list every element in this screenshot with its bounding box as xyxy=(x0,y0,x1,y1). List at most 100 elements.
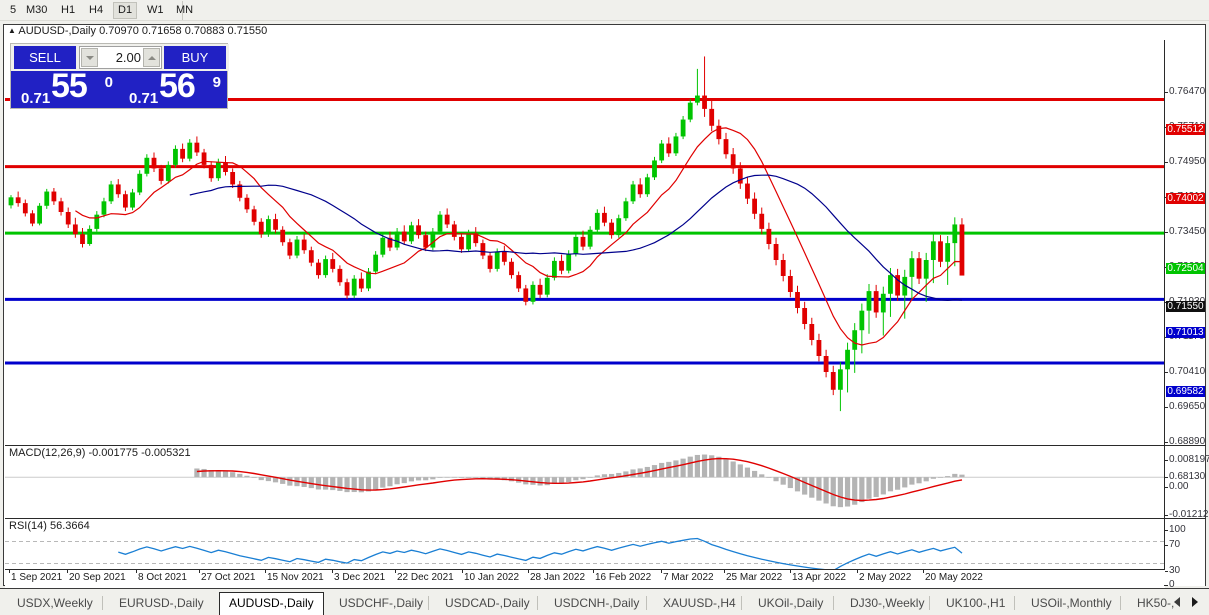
chart-window: ▲ AUDUSD-,Daily 0.70970 0.71658 0.70883 … xyxy=(3,24,1209,591)
buy-price-display[interactable]: 0.71 56 9 xyxy=(121,73,227,108)
time-tick xyxy=(136,570,137,573)
sell-price-display[interactable]: 0.71 55 0 xyxy=(13,73,119,108)
chart-tab-usoil--monthly[interactable]: USOil-,Monthly xyxy=(1031,596,1112,610)
price-level-tag[interactable]: 0.71013 xyxy=(1166,327,1205,338)
time-tick xyxy=(462,570,463,573)
chart-tab-usdchf--daily[interactable]: USDCHF-,Daily xyxy=(339,596,423,610)
macd-label: MACD(12,26,9) -0.001775 -0.005321 xyxy=(9,447,191,459)
time-tick xyxy=(790,570,791,573)
axis-tick xyxy=(1165,162,1168,163)
timeframe-h4[interactable]: H4 xyxy=(89,4,104,16)
chart-tab-usdx-weekly[interactable]: USDX,Weekly xyxy=(17,596,93,610)
chart-symbol-label: AUDUSD-,Daily xyxy=(18,25,96,37)
volume-stepper[interactable]: 2.00 xyxy=(79,46,162,69)
timeframe-w1[interactable]: W1 xyxy=(147,4,164,16)
price-scale-axis[interactable]: 0.764700.757100.749500.742100.734500.726… xyxy=(1164,40,1209,590)
chart-tab-usdcad--daily[interactable]: USDCAD-,Daily xyxy=(445,596,530,610)
axis-tick xyxy=(1165,407,1168,408)
triangle-up-icon[interactable]: ▲ xyxy=(8,26,16,35)
volume-input[interactable]: 2.00 xyxy=(115,50,141,65)
axis-tick xyxy=(1165,442,1168,443)
time-axis-label: 3 Dec 2021 xyxy=(334,572,386,583)
time-tick xyxy=(661,570,662,573)
axis-tick xyxy=(1165,232,1168,233)
time-axis-label: 22 Dec 2021 xyxy=(397,572,454,583)
axis-tick xyxy=(1165,585,1168,586)
chevron-down-icon xyxy=(86,56,94,60)
rsi-tick-label: 30 xyxy=(1169,565,1181,576)
chart-tab-bar: USDX,Weekly EURUSD-,Daily AUDUSD-,Daily USD… xyxy=(0,588,1209,615)
timeframe-m30[interactable]: M30 xyxy=(26,4,48,16)
price-tick-label: 0.70410 xyxy=(1169,366,1206,377)
time-scale-axis[interactable]: 1 Sep 2021 20 Sep 2021 8 Oct 2021 27 Oct 20… xyxy=(5,569,1165,585)
tab-separator xyxy=(646,596,647,610)
rsi-tick-label: 70 xyxy=(1169,539,1181,550)
sell-button[interactable]: SELL xyxy=(14,46,76,69)
time-tick xyxy=(923,570,924,573)
chevron-up-icon xyxy=(148,56,156,60)
time-axis-label: 7 Mar 2022 xyxy=(663,572,714,583)
rsi-tick-label: 100 xyxy=(1169,524,1186,535)
tabs-scroll-right-icon[interactable] xyxy=(1192,597,1198,607)
time-axis-label: 20 Sep 2021 xyxy=(69,572,126,583)
price-tick-label: 0.69650 xyxy=(1169,401,1206,412)
scale-divider xyxy=(1165,518,1206,519)
tabs-scroll-left-icon[interactable] xyxy=(1174,597,1180,607)
axis-tick xyxy=(1165,372,1168,373)
candlestick-plot xyxy=(5,56,1165,412)
macd-plot xyxy=(5,454,1165,508)
chart-tab-ukoil--daily[interactable]: UKOil-,Daily xyxy=(758,596,824,610)
time-tick xyxy=(199,570,200,573)
volume-increase-button[interactable] xyxy=(143,48,160,67)
time-axis-label: 27 Oct 2021 xyxy=(201,572,256,583)
time-tick xyxy=(528,570,529,573)
scale-divider xyxy=(1165,445,1206,446)
time-tick xyxy=(593,570,594,573)
price-tick-label: 0.68130 xyxy=(1169,471,1206,482)
tab-separator xyxy=(102,596,103,610)
price-level-tag[interactable]: 0.69582 xyxy=(1166,386,1205,397)
time-tick xyxy=(332,570,333,573)
tab-separator xyxy=(1014,596,1015,610)
price-level-tag[interactable]: 0.71550 xyxy=(1166,301,1205,312)
axis-tick xyxy=(1165,460,1168,461)
price-level-tag[interactable]: 0.72504 xyxy=(1166,263,1205,274)
macd-indicator-pane[interactable]: MACD(12,26,9) -0.001775 -0.005321 xyxy=(5,445,1165,517)
price-level-tag[interactable]: 0.75512 xyxy=(1166,124,1205,135)
buy-button[interactable]: BUY xyxy=(164,46,226,69)
time-axis-label: 8 Oct 2021 xyxy=(138,572,187,583)
tab-separator xyxy=(929,596,930,610)
timeframe-d1[interactable]: D1 xyxy=(113,2,138,19)
time-tick xyxy=(857,570,858,573)
axis-tick xyxy=(1165,477,1168,478)
volume-decrease-button[interactable] xyxy=(81,48,98,67)
chart-tab-audusd--daily[interactable]: AUDUSD-,Daily xyxy=(219,592,324,615)
price-tick-label: 0.68890 xyxy=(1169,436,1206,447)
axis-tick xyxy=(1165,545,1168,546)
chart-tab-xauusd--h4[interactable]: XAUUSD-,H4 xyxy=(663,596,736,610)
axis-tick xyxy=(1165,92,1168,93)
buy-price-fraction: 9 xyxy=(212,74,221,91)
chart-tab-usdcnh--daily[interactable]: USDCNH-,Daily xyxy=(554,596,640,610)
tab-separator xyxy=(741,596,742,610)
timeframe-mn[interactable]: MN xyxy=(176,4,194,16)
timeframe-5[interactable]: 5 xyxy=(10,4,17,16)
time-axis-label: 20 May 2022 xyxy=(925,572,983,583)
toolbar-separator xyxy=(182,1,183,20)
timeframe-h1[interactable]: H1 xyxy=(61,4,76,16)
tab-separator xyxy=(1120,596,1121,610)
price-level-tag[interactable]: 0.74002 xyxy=(1166,193,1205,204)
chart-tab-eurusd--daily[interactable]: EURUSD-,Daily xyxy=(119,596,204,610)
chart-tab-dj30--weekly[interactable]: DJ30-,Weekly xyxy=(850,596,925,610)
time-axis-label: 15 Nov 2021 xyxy=(267,572,324,583)
axis-tick xyxy=(1165,487,1168,488)
chart-tab-uk100--h1[interactable]: UK100-,H1 xyxy=(946,596,1006,610)
chart-tab-hk50--[interactable]: HK50-, xyxy=(1137,596,1175,610)
one-click-trading-panel[interactable]: SELL 2.00 BUY 0.71 55 0 0.71 xyxy=(10,43,229,109)
sell-price-big-digits: 55 xyxy=(51,73,88,105)
tab-separator xyxy=(428,596,429,610)
time-axis-label: 25 Mar 2022 xyxy=(726,572,783,583)
one-click-controls-row: SELL 2.00 BUY xyxy=(11,44,229,71)
